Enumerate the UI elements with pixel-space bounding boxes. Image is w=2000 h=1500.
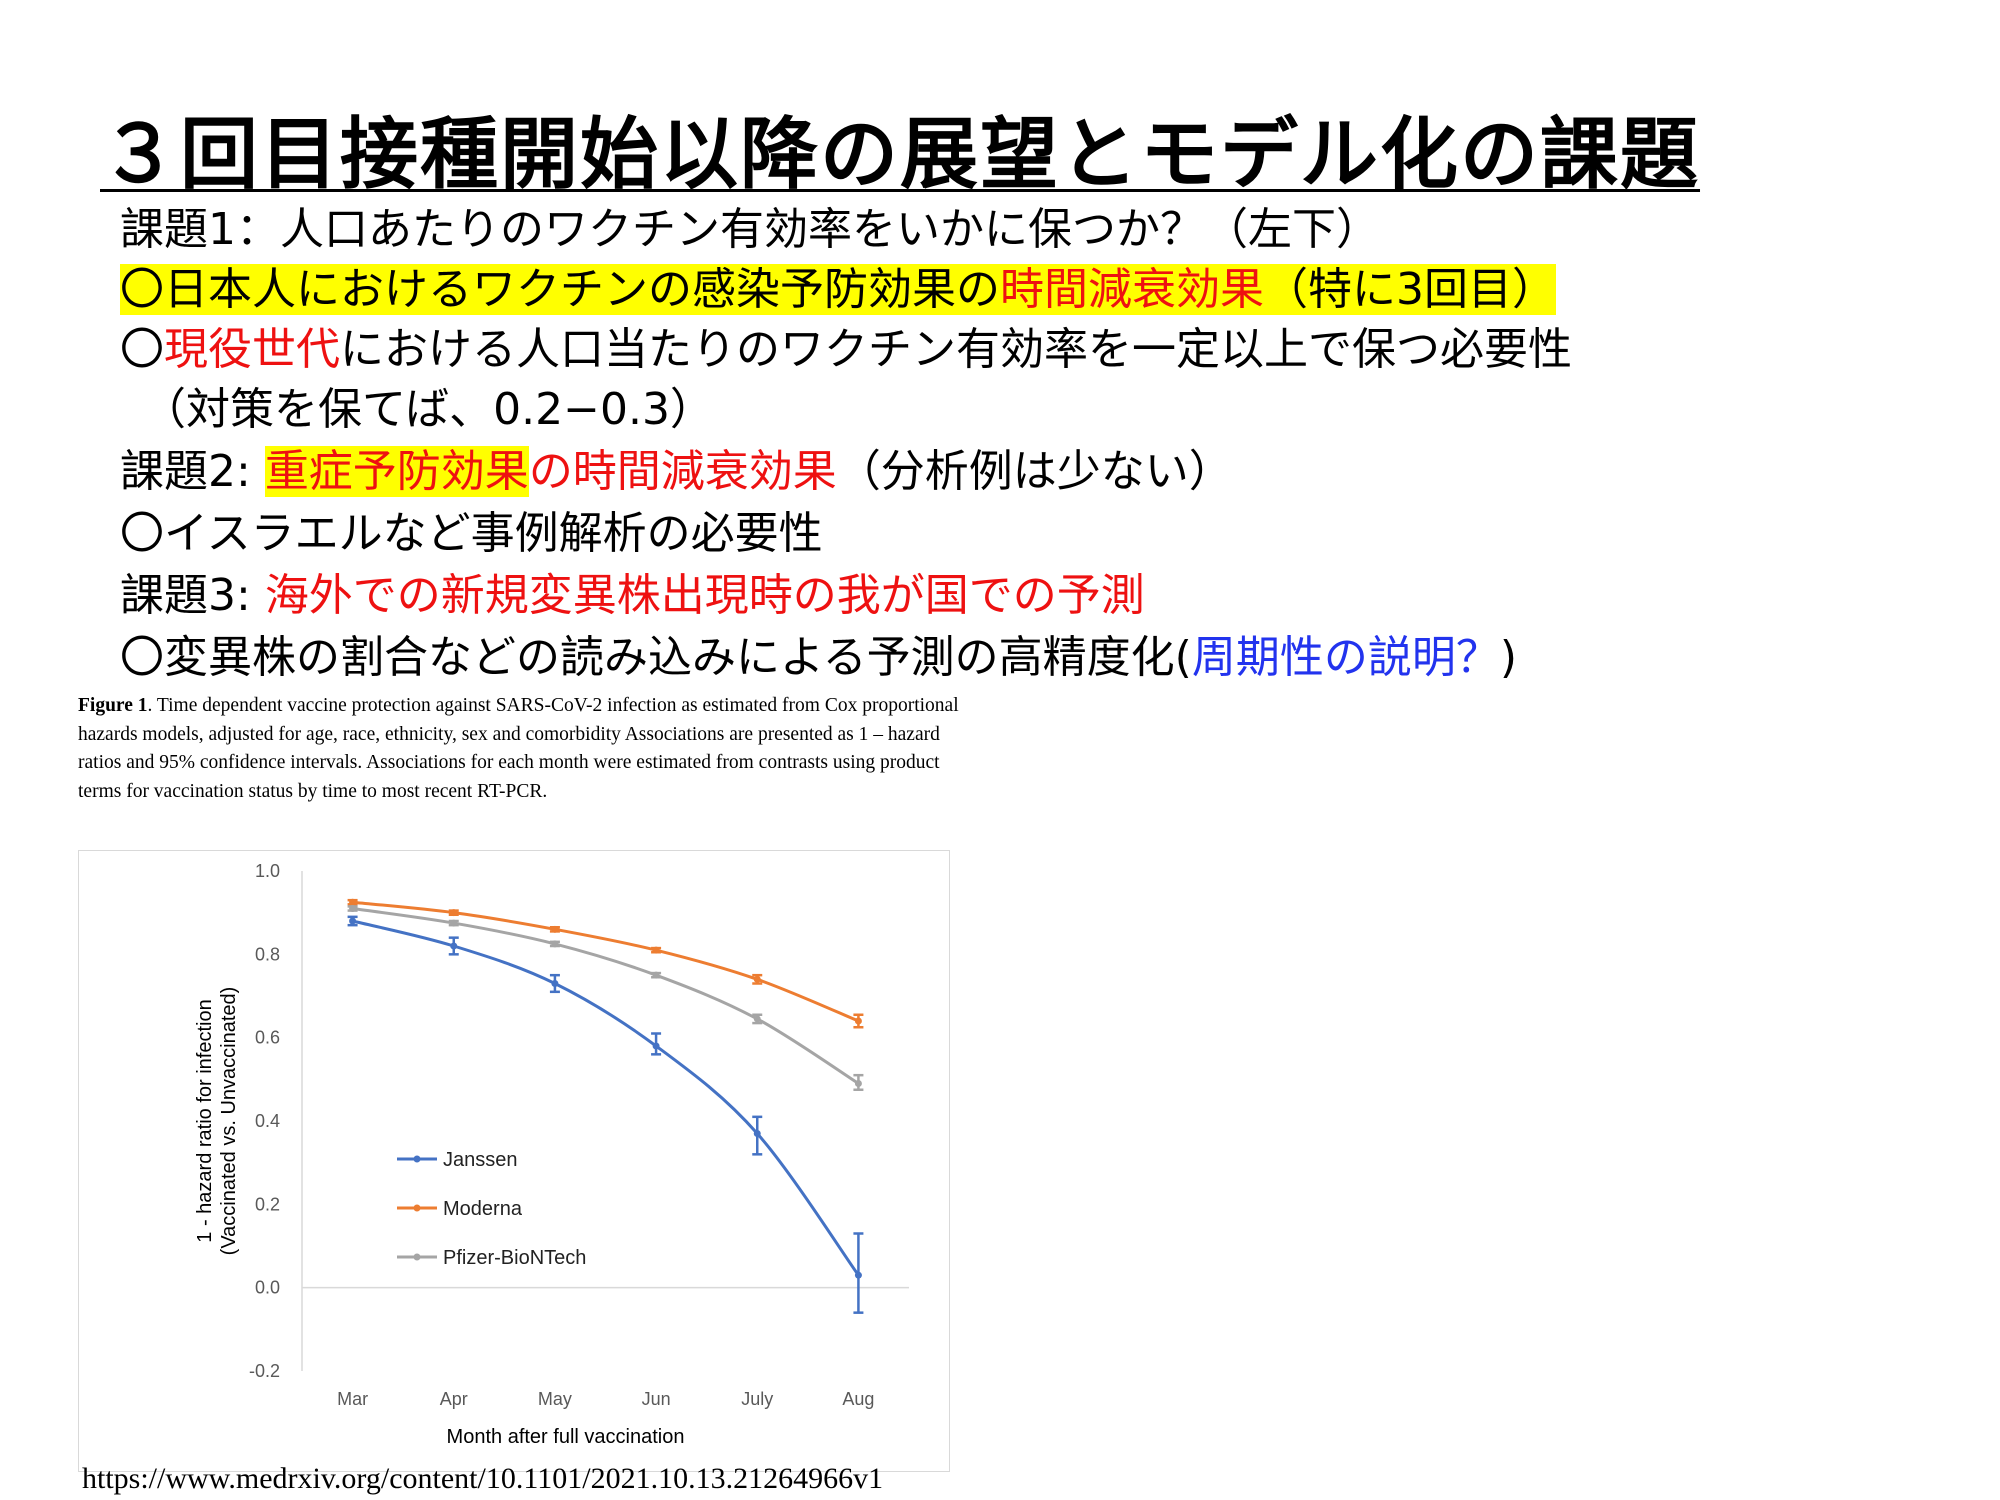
issue-line-7-run-1: 課題3: (120, 570, 265, 621)
x-tick-label: Apr (440, 1389, 468, 1409)
legend-label-pfizer-biontech: Pfizer-BioNTech (443, 1247, 586, 1269)
legend-label-moderna: Moderna (443, 1198, 523, 1220)
legend-marker-moderna (413, 1204, 421, 1212)
issue-line-5-run-3: の時間減衰効果 (528, 446, 837, 497)
slide-title: ３回目接種開始以降の展望とモデル化の課題 (100, 110, 1701, 200)
x-tick-label: July (741, 1389, 773, 1409)
data-point-pfizer-biontech (652, 971, 660, 979)
x-tick-label: Mar (337, 1389, 368, 1409)
data-point-pfizer-biontech (450, 919, 458, 927)
series-line-janssen (352, 919, 860, 1277)
data-point-pfizer-biontech (551, 940, 559, 948)
caption-label: Figure 1 (78, 695, 148, 716)
issue-line-8: 〇変異株の割合などの読み込みによる予測の高精度化(周期性の説明？) (120, 630, 1517, 686)
issue-line-1: 課題1：人口あたりのワクチン有効率をいかに保つか？（左下） (120, 202, 1380, 258)
chart-frame: 1.0 0.8 0.6 0.4 0.2 0.0 -0.2 Mar Apr May Jun July Au… (78, 850, 950, 1472)
issue-line-8-run-2: 周期性の説明？ (1191, 632, 1500, 683)
data-point-moderna (551, 925, 559, 933)
vaccine-protection-chart: 1.0 0.8 0.6 0.4 0.2 0.0 -0.2 Mar Apr May Jun July Au… (194, 861, 909, 1448)
x-tick-label: Jun (642, 1389, 671, 1409)
issue-line-7: 課題3: 海外での新規変異株出現時の我が国での予測 (120, 568, 1145, 624)
data-point-pfizer-biontech (854, 1080, 862, 1087)
issue-line-3-run-2: 現役世代 (164, 324, 340, 375)
legend-marker-janssen (413, 1155, 421, 1163)
data-point-moderna (349, 898, 357, 906)
series-line-moderna (352, 900, 859, 1023)
figure-caption: Figure 1. Time dependent vaccine protect… (78, 692, 978, 806)
issue-line-2: 〇日本人におけるワクチンの感染予防効果の時間減衰効果（特に3回目） (120, 262, 1556, 318)
data-point-moderna (753, 975, 761, 983)
data-point-moderna (652, 946, 660, 954)
issue-line-5-run-1: 課題2: (120, 446, 265, 497)
y-tick-label: 0.4 (255, 1111, 280, 1131)
caption-text: . Time dependent vaccine protection agai… (78, 695, 959, 802)
series-line-pfizer-biontech (352, 907, 860, 1085)
y-axis-label: (Vaccinated vs. Unvaccinated) (218, 987, 240, 1256)
data-point-janssen (854, 1271, 862, 1279)
issue-line-3-run-3: における人口当たりのワクチン有効率を一定以上で保つ必要性 (340, 324, 1572, 375)
issue-line-7-run-2: 海外での新規変異株出現時の我が国での予測 (264, 570, 1145, 621)
y-axis-label: 1 - hazard ratio for infection (194, 999, 216, 1242)
legend-label-janssen: Janssen (443, 1149, 518, 1171)
data-point-pfizer-biontech (349, 905, 357, 912)
issue-line-5-run-2: 重症予防効果 (264, 446, 529, 497)
data-point-moderna (450, 909, 458, 917)
data-point-janssen (349, 917, 357, 925)
issue-line-2-run-1: 〇日本人におけるワクチンの感染予防効果の (120, 264, 1000, 315)
x-tick-label: May (538, 1389, 572, 1409)
issue-line-3-run-1: 〇 (120, 324, 164, 375)
data-point-janssen (652, 1042, 660, 1050)
issue-line-3: 〇現役世代における人口当たりのワクチン有効率を一定以上で保つ必要性 (120, 322, 1572, 378)
y-tick-label: -0.2 (249, 1361, 280, 1381)
y-tick-label: 1.0 (255, 861, 280, 881)
data-point-pfizer-biontech (753, 1015, 761, 1023)
issue-line-1-run-1: 課題1：人口あたりのワクチン有効率をいかに保つか？（左下） (120, 204, 1380, 255)
y-tick-label: 0.8 (255, 944, 280, 964)
issue-line-2-run-2: 時間減衰効果 (1000, 264, 1264, 315)
data-point-janssen (753, 1130, 761, 1137)
issue-line-6-run-1: 〇イスラエルなど事例解析の必要性 (120, 508, 823, 559)
y-tick-label: 0.0 (255, 1278, 280, 1298)
issue-line-6: 〇イスラエルなど事例解析の必要性 (120, 506, 823, 562)
issue-line-4-run-1: （対策を保てば、0.2−0.3） (120, 384, 714, 435)
y-tick-label: 0.6 (255, 1028, 280, 1048)
data-point-moderna (854, 1017, 862, 1025)
data-point-janssen (551, 980, 559, 987)
source-url[interactable]: https://www.medrxiv.org/content/10.1101/… (82, 1462, 884, 1495)
data-point-janssen (450, 942, 458, 950)
issue-line-2-run-3: （特に3回目） (1264, 264, 1556, 315)
issue-line-8-run-1: 〇変異株の割合などの読み込みによる予測の高精度化( (120, 632, 1192, 683)
legend-marker-pfizer-biontech (413, 1253, 421, 1261)
y-tick-label: 0.2 (255, 1194, 280, 1214)
issue-line-8-run-3: ) (1499, 632, 1518, 683)
x-axis-label: Month after full vaccination (447, 1426, 685, 1448)
issue-line-5: 課題2: 重症予防効果の時間減衰効果（分析例は少ない） (120, 444, 1233, 500)
issue-line-5-run-4: （分析例は少ない） (836, 446, 1233, 497)
x-tick-label: Aug (842, 1389, 874, 1409)
issue-line-4: （対策を保てば、0.2−0.3） (120, 382, 714, 438)
